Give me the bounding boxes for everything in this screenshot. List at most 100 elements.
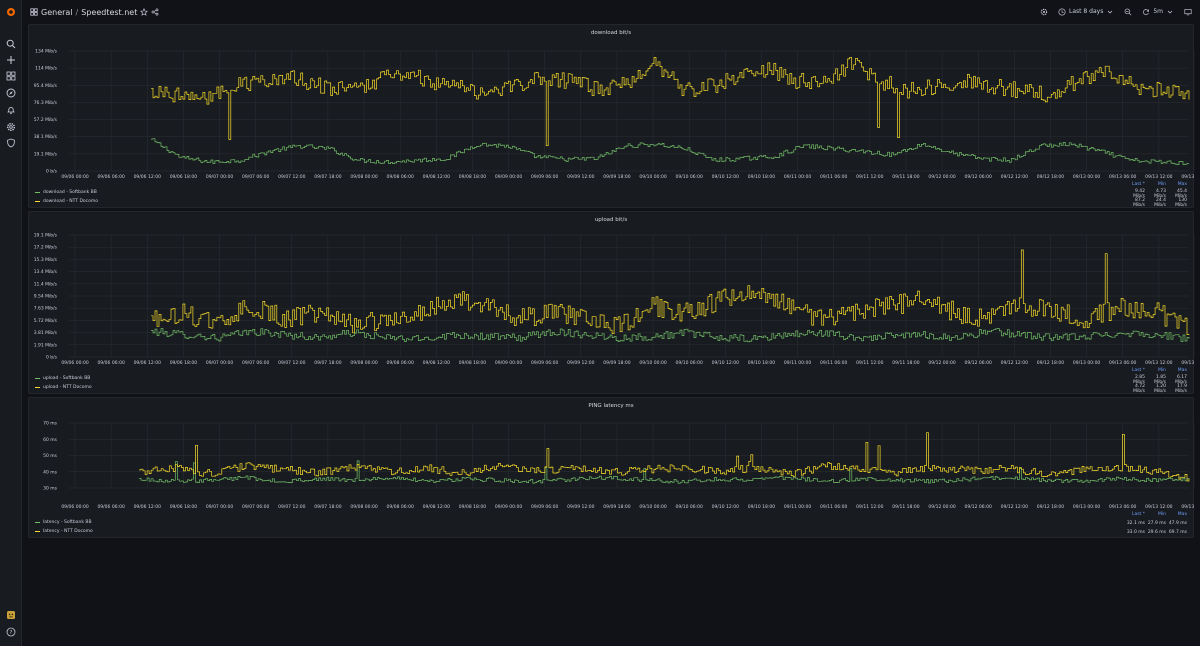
settings-cog-icon[interactable] — [1038, 5, 1050, 18]
dashboards-icon[interactable] — [3, 69, 19, 83]
legend-item-docomo[interactable]: latency - NTT Docomo — [35, 527, 93, 536]
x-tick-label: 09/06 18:00 — [170, 174, 198, 180]
legend-item-docomo[interactable]: upload - NTT Docomo — [35, 383, 92, 392]
y-tick-label: 9.54 Mib/s — [34, 294, 58, 300]
legend-label: upload - Softbank BB — [43, 376, 91, 381]
legend-min: 4.73 Mib/s — [1154, 188, 1166, 199]
x-tick-label: 09/12 00:00 — [928, 174, 956, 180]
legend-label: latency - Softbank BB — [43, 520, 92, 525]
zoom-out-icon[interactable] — [1122, 5, 1134, 18]
x-tick-label: 09/12 06:00 — [965, 174, 993, 180]
legend-header-max[interactable]: Max — [1177, 181, 1187, 187]
x-tick-label: 09/07 06:00 — [242, 360, 270, 366]
x-tick-label: 09/13 18:00 — [1181, 360, 1195, 366]
x-tick-label: 09/07 00:00 — [206, 360, 234, 366]
panel-title[interactable]: upload bit/s — [594, 217, 628, 223]
x-tick-label: 09/06 00:00 — [61, 504, 89, 510]
legend-max: 69.7 ms — [1168, 530, 1187, 535]
x-tick-label: 09/08 18:00 — [459, 174, 487, 180]
x-tick-label: 09/11 00:00 — [784, 360, 812, 366]
x-tick-label: 09/08 12:00 — [423, 360, 451, 366]
x-tick-label: 09/10 06:00 — [676, 504, 704, 510]
panel-title[interactable]: download bit/s — [590, 30, 632, 36]
help-icon[interactable]: ? — [3, 625, 19, 639]
panel-download[interactable]: download bit/s 134 Mib/s 114 Mib/s 95.4 Mi… — [28, 24, 1195, 209]
star-icon[interactable] — [140, 8, 149, 16]
x-tick-label: 09/13 00:00 — [1073, 360, 1101, 366]
share-icon[interactable] — [151, 8, 159, 16]
upload-plot[interactable]: 19.1 Mib/s 17.2 Mib/s 15.3 Mib/s 13.4 Mib/s… — [29, 212, 1195, 395]
dashboard-title[interactable]: Speedtest.net — [81, 7, 138, 17]
legend-header-min[interactable]: Min — [1158, 511, 1166, 517]
panel-legend: download - Softbank BB download - NTT Do… — [35, 188, 98, 206]
legend-swatch — [35, 530, 40, 533]
x-tick-label: 09/08 18:00 — [459, 360, 487, 366]
x-tick-label: 09/12 18:00 — [1037, 174, 1065, 180]
x-tick-label: 09/13 06:00 — [1109, 504, 1137, 510]
x-tick-label: 09/07 18:00 — [314, 174, 342, 180]
download-plot[interactable]: 134 Mib/s 114 Mib/s 95.4 Mib/s 76.3 Mib/s 57… — [29, 25, 1195, 209]
legend-last: 33.0 ms — [1126, 530, 1145, 535]
alert-bell-icon[interactable] — [3, 103, 19, 117]
legend-last: 32.1 ms — [1126, 521, 1145, 526]
legend-header-min[interactable]: Min — [1158, 181, 1166, 187]
plus-icon[interactable] — [3, 53, 19, 67]
legend-item-softbank[interactable]: latency - Softbank BB — [35, 518, 93, 527]
x-tick-label: 09/09 06:00 — [531, 360, 559, 366]
legend-swatch — [35, 377, 40, 380]
x-tick-label: 09/11 06:00 — [820, 174, 848, 180]
legend-item-docomo[interactable]: download - NTT Docomo — [35, 197, 98, 206]
refresh-button[interactable]: 5m — [1140, 5, 1176, 18]
x-tick-label: 09/12 06:00 — [965, 504, 993, 510]
x-tick-label: 09/06 00:00 — [61, 360, 89, 366]
search-icon[interactable] — [3, 37, 19, 51]
x-tick-label: 09/09 12:00 — [567, 174, 595, 180]
legend-item-softbank[interactable]: upload - Softbank BB — [35, 374, 92, 383]
x-tick-label: 09/10 00:00 — [639, 174, 667, 180]
series-line-docomo[interactable] — [151, 56, 1190, 147]
x-tick-label: 09/07 06:00 — [242, 174, 270, 180]
breadcrumb-folder[interactable]: General — [41, 7, 73, 17]
legend-header-last[interactable]: Last * — [1131, 181, 1145, 187]
grafana-logo-icon[interactable] — [3, 5, 19, 19]
x-tick-label: 09/09 12:00 — [567, 504, 595, 510]
latency-plot[interactable]: 70 ms 60 ms 50 ms 40 ms 30 ms 09/06 00:00 09/0… — [29, 398, 1195, 539]
legend-label: download - NTT Docomo — [43, 199, 99, 204]
x-tick-label: 09/09 00:00 — [495, 174, 523, 180]
x-tick-label: 09/12 12:00 — [1001, 504, 1029, 510]
legend-header-max[interactable]: Max — [1177, 367, 1187, 373]
x-tick-label: 09/12 12:00 — [1001, 174, 1029, 180]
user-avatar-icon[interactable] — [3, 608, 19, 622]
series-line-docomo[interactable] — [139, 432, 1190, 482]
grid: 19.1 Mib/s 17.2 Mib/s 15.3 Mib/s 13.4 Mib/s… — [34, 233, 1195, 366]
time-picker-button[interactable]: Last 8 days — [1056, 5, 1116, 18]
x-tick-label: 09/11 18:00 — [892, 174, 920, 180]
y-tick-label: 40 ms — [43, 469, 58, 475]
x-tick-label: 09/08 06:00 — [386, 504, 414, 510]
svg-text:?: ? — [10, 630, 13, 636]
top-navbar: General / Speedtest.net Last 8 days 5m — [22, 0, 1200, 24]
legend-item-softbank[interactable]: download - Softbank BB — [35, 188, 98, 197]
explore-icon[interactable] — [3, 86, 19, 100]
x-tick-label: 09/11 18:00 — [892, 504, 920, 510]
tv-mode-icon[interactable] — [1182, 5, 1194, 18]
legend-last: 4.72 Mib/s — [1133, 383, 1145, 394]
panel-upload[interactable]: upload bit/s 19.1 Mib/s 17.2 Mib/s 15.3 Mi… — [28, 211, 1195, 395]
x-tick-label: 09/08 12:00 — [423, 174, 451, 180]
legend-header-last[interactable]: Last * — [1131, 511, 1145, 517]
x-tick-label: 09/09 18:00 — [603, 174, 631, 180]
dashboard-grid-icon — [30, 8, 38, 16]
series-line-softbank[interactable] — [151, 138, 1189, 165]
series-line-softbank[interactable] — [151, 328, 1190, 343]
panel-title[interactable]: PING latency ms — [588, 403, 634, 409]
x-tick-label: 09/13 06:00 — [1109, 174, 1137, 180]
panel-latency[interactable]: PING latency ms 70 ms 60 ms 50 ms 40 ms 30 m… — [28, 397, 1195, 539]
shield-icon[interactable] — [3, 136, 19, 150]
y-tick-label: 70 ms — [43, 421, 58, 427]
legend-header-max[interactable]: Max — [1177, 511, 1187, 517]
series-line-softbank[interactable] — [139, 460, 1190, 484]
series-line-docomo[interactable] — [151, 249, 1190, 335]
legend-header-last[interactable]: Last * — [1131, 367, 1145, 373]
legend-header-min[interactable]: Min — [1158, 367, 1166, 373]
gear-icon[interactable] — [3, 120, 19, 134]
